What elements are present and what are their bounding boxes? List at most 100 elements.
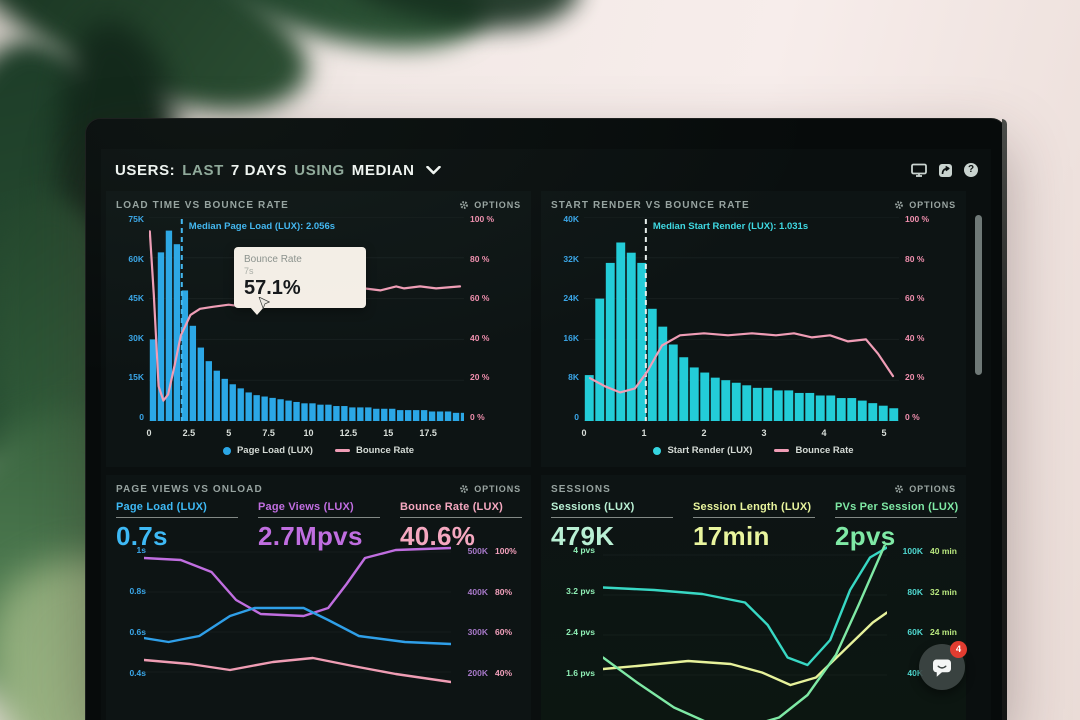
page-views-chart[interactable] [144, 545, 451, 717]
bounce-rate-line [588, 332, 895, 394]
tooltip-subtitle: 7s [244, 266, 254, 276]
histogram-bar [605, 262, 615, 421]
axis-pair: 100K 40 min [893, 546, 965, 556]
panel-title: LOAD TIME VS BOUNCE RATE [116, 199, 289, 211]
axis-tick-label: 0 % [905, 411, 920, 422]
options-button[interactable]: OPTIONS [459, 484, 521, 494]
display-icon[interactable] [911, 162, 927, 178]
histogram-bar [689, 367, 699, 421]
x-axis-tick: 10 [303, 428, 314, 438]
panel-load-time-vs-bounce-rate: LOAD TIME VS BOUNCE RATE OPTIONS 75K 60K 4… [106, 191, 531, 467]
histogram-bar [710, 377, 720, 421]
histogram-bar [309, 403, 316, 421]
metric-label: Page Views (LUX) [258, 501, 354, 513]
series-line [144, 606, 451, 646]
series-line [603, 611, 887, 687]
histogram-bar [229, 384, 236, 421]
legend-label: Bounce Rate [795, 445, 854, 456]
axis-pair: 300K 60% [458, 627, 530, 637]
start-render-chart[interactable]: Median Start Render (LUX): 1.031s [584, 217, 899, 421]
axis-pair-left: 80K [907, 586, 923, 597]
axis-pair: 60K 24 min [893, 627, 965, 637]
histogram-bar [626, 252, 636, 421]
axis-pair-left: 60K [907, 627, 923, 638]
y-axis-right: 500K 100% 400K 80% 300K 60% 200K 40% [458, 546, 530, 678]
legend-label: Start Render (LUX) [667, 445, 753, 456]
histogram-bar [428, 411, 436, 421]
axis-tick-label: 30K [128, 332, 144, 343]
metric-label: Bounce Rate (LUX) [400, 501, 504, 513]
histogram-bar [805, 392, 815, 421]
metric-divider [693, 517, 815, 518]
metric-row: Sessions (LUX) 479K Session Length (LUX) 17… [551, 501, 965, 552]
metric: Page Load (LUX) 0.7s [116, 501, 246, 552]
histogram-bar [389, 408, 396, 421]
metric-label: PVs Per Session (LUX) [835, 501, 959, 513]
chat-button[interactable]: 4 [919, 641, 967, 690]
legend-marker-dot [222, 446, 231, 455]
axis-pair: 40K [893, 668, 965, 678]
metric-value: 0.7s [116, 521, 168, 551]
panel-header: SESSIONS OPTIONS [551, 481, 956, 497]
sessions-chart[interactable] [603, 545, 887, 720]
x-axis-tick: 17.5 [419, 428, 437, 438]
histogram-bar [420, 410, 428, 421]
axis-tick-label: 75K [128, 214, 144, 224]
median-annotation: Median Page Load (LUX): 2.056s [189, 221, 335, 232]
axis-tick-label: 4 pvs [573, 545, 595, 555]
histogram-bar [301, 403, 308, 421]
axis-pair-right: 32 min [930, 586, 957, 597]
tooltip-value: 57.1% [244, 277, 301, 299]
axis-pair-right: 100% [495, 546, 517, 556]
metric-value: 40.6% [400, 521, 476, 551]
options-button[interactable]: OPTIONS [894, 200, 956, 210]
axis-tick-label: 100 % [470, 214, 495, 224]
axis-tick-label: 20 % [905, 372, 925, 382]
panel-title: SESSIONS [551, 483, 611, 495]
histogram-bar [595, 298, 605, 421]
axis-tick-label: 80 % [905, 253, 925, 264]
axis-tick-label: 60 % [470, 293, 490, 303]
metric-divider [835, 517, 957, 518]
y-axis-left: 4 pvs 3.2 pvs 2.4 pvs 1.6 pvs [547, 546, 595, 678]
histogram-bar [269, 397, 276, 421]
x-axis-tick: 5 [226, 428, 232, 438]
histogram-bar [404, 410, 412, 421]
axis-tick-label: 40 % [470, 332, 490, 343]
scrollbar-thumb[interactable] [975, 215, 982, 375]
metric-value: 2.7Mpvs [258, 521, 363, 551]
histogram-bar [878, 405, 888, 421]
series-line [144, 656, 451, 684]
histogram-bar [149, 339, 157, 421]
share-icon[interactable] [937, 162, 953, 178]
options-button[interactable]: OPTIONS [894, 484, 956, 494]
histogram-bar [616, 242, 626, 421]
axis-tick-label: 15K [128, 372, 144, 382]
axis-tick-label: 3.2 pvs [566, 586, 595, 597]
axis-tick-label: 32K [563, 253, 579, 264]
metric-label: Page Load (LUX) [116, 501, 208, 513]
axis-pair-right: 80% [495, 586, 513, 597]
histogram-bar [293, 401, 300, 421]
axis-pair-left: 300K [467, 627, 488, 638]
panel-title: START RENDER VS BOUNCE RATE [551, 199, 750, 211]
axis-pair-left: 200K [467, 667, 488, 678]
histogram-bar [157, 252, 165, 421]
filter-using-label: USING [294, 161, 345, 179]
histogram-bar [381, 408, 388, 421]
y-axis-left: 75K 60K 45K 30K 15K 0 [110, 215, 144, 421]
histogram-bar [773, 390, 783, 421]
x-axis: 0 1 2 3 4 5 [581, 428, 899, 440]
histogram-bar [261, 396, 268, 421]
load-time-chart[interactable]: Median Page Load (LUX): 2.056s [149, 217, 464, 421]
options-label: OPTIONS [474, 200, 521, 210]
series-line [603, 546, 887, 667]
options-button[interactable]: OPTIONS [459, 200, 521, 210]
histogram-bar [847, 398, 857, 421]
dashboard-filter-dropdown[interactable]: USERS: LAST 7 DAYS USING MEDIAN [115, 162, 441, 179]
help-icon[interactable]: ? [963, 162, 979, 178]
x-axis-tick: 0 [581, 428, 587, 438]
histogram-bar [285, 400, 292, 421]
mouse-cursor-icon [258, 296, 271, 315]
axis-tick-label: 0 [139, 411, 144, 422]
